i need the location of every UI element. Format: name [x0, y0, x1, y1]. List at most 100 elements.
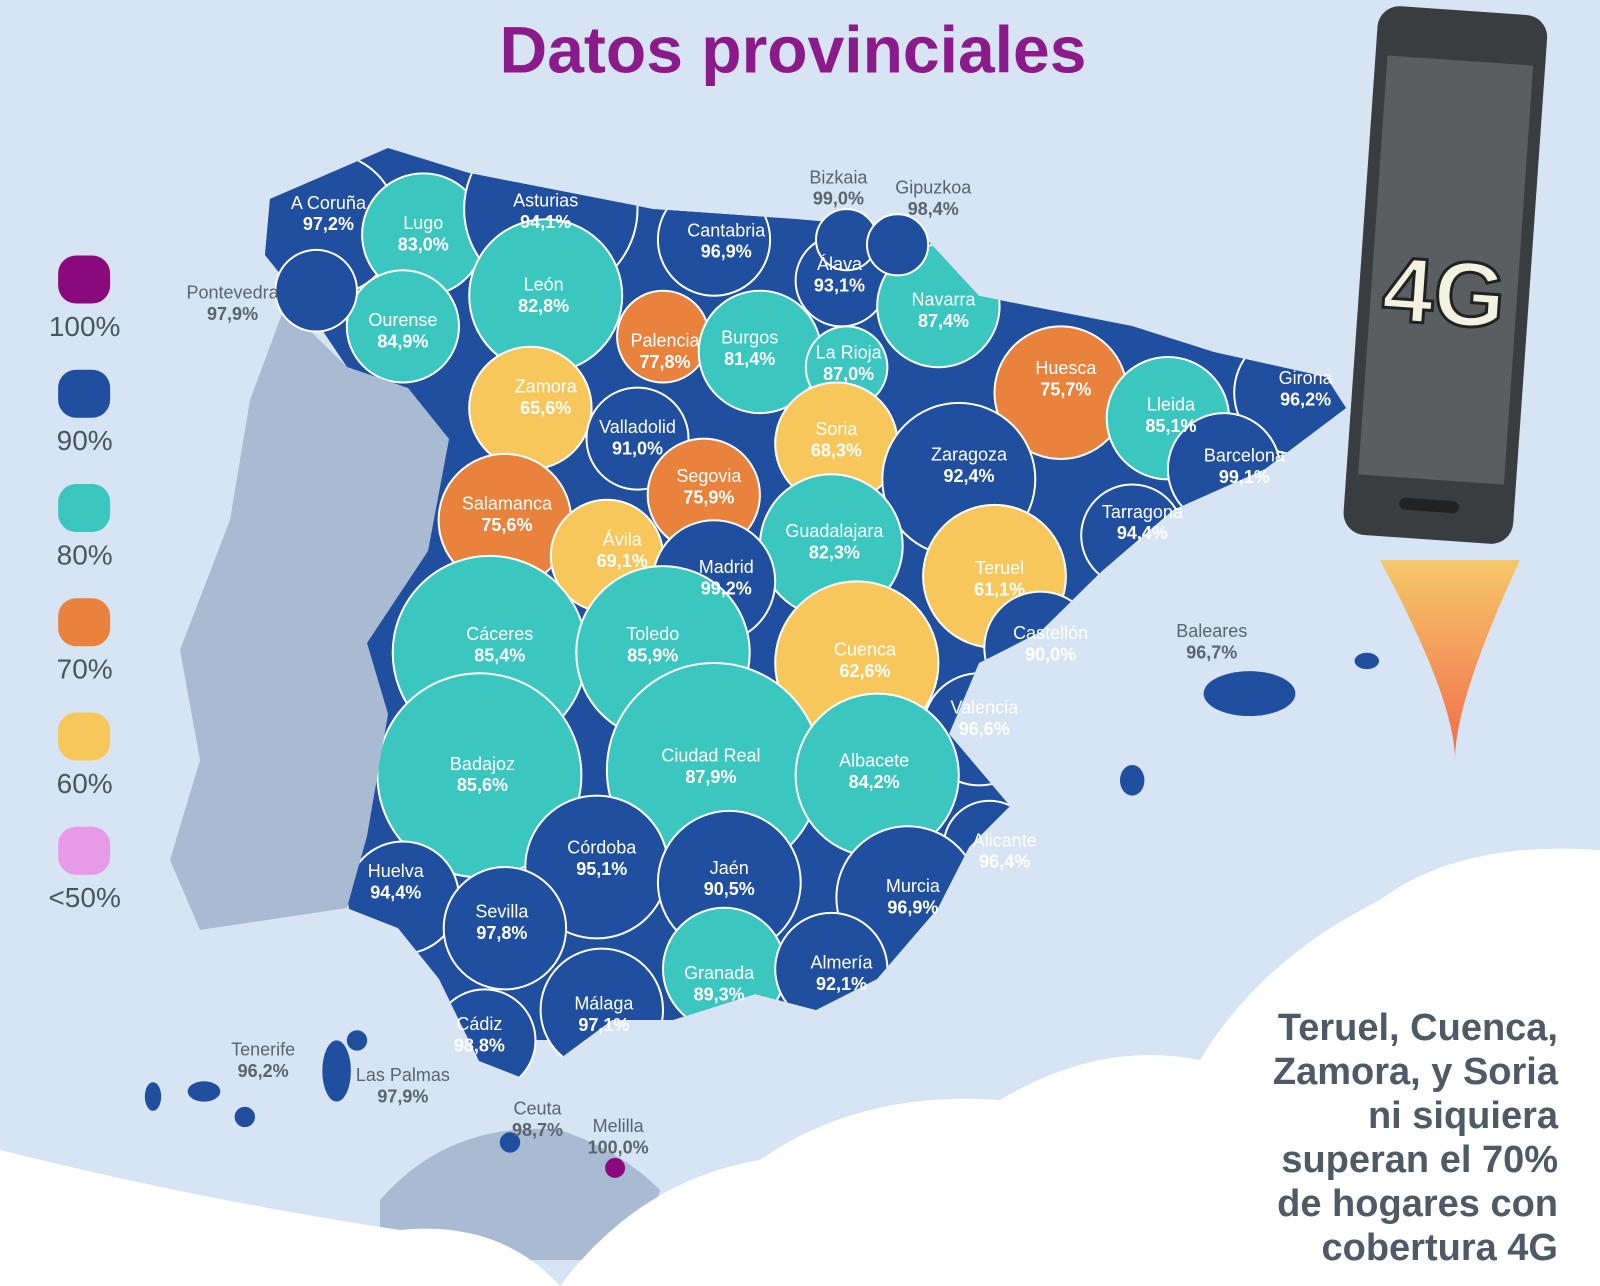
province-value: 75,9%: [683, 488, 734, 508]
province-value: 81,4%: [724, 349, 775, 369]
province-value: 89,3%: [694, 984, 745, 1004]
legend-swatch: [58, 826, 111, 875]
province-value: 92,4%: [943, 466, 994, 486]
province-value: 65,6%: [520, 398, 571, 418]
province-name: Granada: [684, 963, 755, 983]
province-name: Ciudad Real: [661, 746, 760, 766]
province-name: Ceuta: [514, 1099, 563, 1119]
province-name: Zamora: [515, 376, 578, 396]
island: [1203, 671, 1296, 717]
province-name: Badajoz: [450, 754, 515, 774]
legend-swatch: [58, 483, 111, 532]
province-value: 94,4%: [1117, 523, 1168, 543]
province-name: Madrid: [699, 557, 754, 577]
province-value: 96,9%: [887, 898, 938, 918]
province-value: 97,2%: [303, 214, 354, 234]
province-name: Pontevedra: [187, 283, 280, 303]
province-value: 77,8%: [640, 352, 691, 372]
legend-swatch: [58, 255, 111, 304]
province-name: Asturias: [513, 191, 578, 211]
legend-label: 60%: [57, 768, 113, 799]
province-name: Cantabria: [687, 220, 766, 240]
province-name: Teruel: [975, 558, 1024, 578]
province-name: Lugo: [403, 213, 443, 233]
province-name: Cádiz: [456, 1014, 502, 1034]
province-name: Tarragona: [1102, 502, 1184, 522]
province-name: Segovia: [676, 466, 742, 486]
province-value: 98,7%: [512, 1120, 563, 1140]
legend-swatch: [58, 712, 111, 761]
province-value: 87,0%: [823, 364, 874, 384]
province-name: Zaragoza: [931, 445, 1008, 465]
province-value: 93,1%: [814, 275, 865, 295]
province-value: 68,3%: [811, 441, 862, 461]
province-name: Bizkaia: [809, 167, 868, 187]
province-name: Huesca: [1035, 358, 1097, 378]
province-name: Córdoba: [567, 837, 637, 857]
island: [322, 1040, 351, 1102]
province-name: Barcelona: [1204, 446, 1286, 466]
province-name: La Rioja: [816, 343, 883, 363]
cloud: [560, 1055, 1200, 1286]
portugal: [170, 306, 449, 930]
province-value: 98,4%: [908, 199, 959, 219]
note-line: Zamora, y Soria: [1273, 1051, 1559, 1093]
province-shape: [442, 866, 568, 991]
note-line: cobertura 4G: [1321, 1227, 1558, 1269]
note-line: de hogares con: [1277, 1183, 1558, 1225]
province-value: 96,6%: [959, 719, 1010, 739]
province-value: 91,0%: [612, 439, 663, 459]
island: [1119, 765, 1145, 796]
province-value: 94,1%: [520, 212, 571, 232]
province-value: 99,2%: [701, 578, 752, 598]
island: [605, 1157, 626, 1178]
province-name: Sevilla: [475, 902, 529, 922]
province-value: 75,7%: [1040, 379, 1091, 399]
province-value: 94,4%: [370, 882, 421, 902]
note-line: ni siquiera: [1368, 1095, 1559, 1137]
province-value: 84,9%: [377, 331, 428, 351]
province-name: Ourense: [368, 310, 437, 330]
province-value: 82,3%: [809, 543, 860, 563]
island: [499, 1132, 521, 1153]
legend-label: 70%: [57, 654, 113, 685]
note-line: Teruel, Cuenca,: [1278, 1007, 1558, 1049]
province-name: Lleida: [1147, 395, 1196, 415]
phone: 4G: [1343, 6, 1548, 544]
province-name: Málaga: [574, 993, 634, 1013]
province-value: 85,4%: [474, 646, 525, 666]
province-name: León: [524, 274, 564, 294]
province-value: 92,1%: [816, 974, 867, 994]
province-value: 96,2%: [1280, 390, 1331, 410]
province-name: Melilla: [593, 1116, 645, 1136]
legend-label: 90%: [57, 425, 113, 456]
province-value: 90,0%: [1025, 645, 1076, 665]
province-name: Gipuzkoa: [895, 177, 972, 197]
cloud: [0, 1150, 560, 1286]
phone-label: 4G: [1379, 238, 1509, 348]
province-name: Huelva: [368, 861, 425, 881]
province-value: 85,1%: [1145, 416, 1196, 436]
legend-label: <50%: [48, 882, 120, 913]
phone-screen: [1358, 55, 1534, 485]
province-name: Palencia: [631, 330, 701, 350]
province-value: 97,8%: [476, 923, 527, 943]
cloud: [1200, 848, 1600, 1286]
province-value: 85,6%: [457, 775, 508, 795]
province-value: 96,7%: [1186, 643, 1237, 663]
province-shape: [345, 269, 460, 384]
province-value: 98,8%: [454, 1035, 505, 1055]
legend-label: 80%: [57, 539, 113, 570]
province-value: 96,4%: [979, 852, 1030, 872]
province-name: Alicante: [973, 830, 1037, 850]
province-name: Valencia: [950, 698, 1019, 718]
province-name: Almería: [810, 953, 873, 973]
province-value: 87,9%: [685, 767, 736, 787]
province-name: Tenerife: [231, 1039, 295, 1059]
province-name: Cáceres: [466, 624, 533, 644]
province-name: Jaén: [710, 858, 749, 878]
legend-label: 100%: [49, 311, 121, 342]
province-name: Las Palmas: [356, 1065, 450, 1085]
province-shape: [274, 248, 359, 333]
